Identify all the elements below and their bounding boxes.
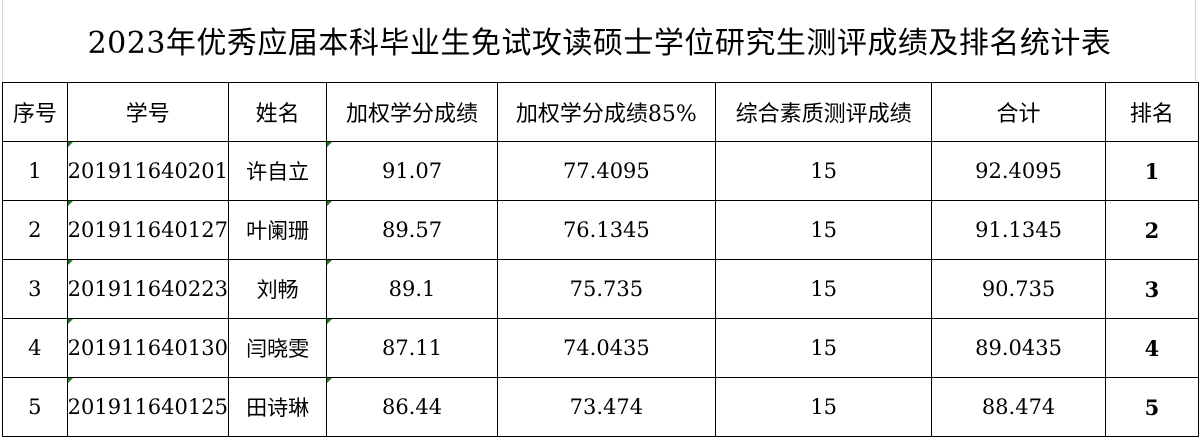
student-id-cell[interactable]: 201911640130 <box>66 318 229 378</box>
index-cell[interactable]: 3 <box>2 259 68 319</box>
table-row: 2 201911640127 叶阑珊 89.57 76.1345 15 91.1345 2 <box>2 200 1199 260</box>
weighted-score-cell[interactable]: 89.1 <box>326 259 498 319</box>
header-cell[interactable]: 加权学分成绩85% <box>496 82 717 142</box>
total-cell[interactable]: 89.0435 <box>931 318 1106 378</box>
score-table: 序号 学号 姓名 加权学分成绩 加权学分成绩85% 综合素质测评成绩 合计 排名… <box>2 82 1199 437</box>
weighted-85-cell[interactable]: 74.0435 <box>496 318 717 378</box>
header-cell[interactable]: 加权学分成绩 <box>326 82 498 142</box>
weighted-score-cell[interactable]: 89.57 <box>326 200 498 260</box>
student-id-cell[interactable]: 201911640201 <box>66 141 229 201</box>
weighted-score-cell[interactable]: 86.44 <box>326 377 498 437</box>
name-cell[interactable]: 许自立 <box>227 141 328 201</box>
weighted-85-cell[interactable]: 73.474 <box>496 377 717 437</box>
total-cell[interactable]: 91.1345 <box>931 200 1106 260</box>
index-cell[interactable]: 1 <box>2 141 68 201</box>
header-cell[interactable]: 序号 <box>2 82 68 142</box>
weighted-score-cell[interactable]: 87.11 <box>326 318 498 378</box>
quality-score-cell[interactable]: 15 <box>715 318 933 378</box>
weighted-score-cell[interactable]: 91.07 <box>326 141 498 201</box>
student-id-cell[interactable]: 201911640125 <box>66 377 229 437</box>
student-id-cell[interactable]: 201911640223 <box>66 259 229 319</box>
index-cell[interactable]: 4 <box>2 318 68 378</box>
sheet-title: 2023年优秀应届本科毕业生免试攻读硕士学位研究生测评成绩及排名统计表 <box>87 26 1112 61</box>
weighted-85-cell[interactable]: 75.735 <box>496 259 717 319</box>
gridline <box>1195 0 1196 82</box>
quality-score-cell[interactable]: 15 <box>715 377 933 437</box>
student-id-cell[interactable]: 201911640127 <box>66 200 229 260</box>
table-row: 5 201911640125 田诗琳 86.44 73.474 15 88.474 5 <box>2 377 1199 437</box>
name-cell[interactable]: 田诗琳 <box>227 377 328 437</box>
total-cell[interactable]: 92.4095 <box>931 141 1106 201</box>
weighted-85-cell[interactable]: 76.1345 <box>496 200 717 260</box>
total-cell[interactable]: 88.474 <box>931 377 1106 437</box>
name-cell[interactable]: 叶阑珊 <box>227 200 328 260</box>
table-row: 4 201911640130 闫晓雯 87.11 74.0435 15 89.0435 4 <box>2 318 1199 378</box>
header-cell[interactable]: 合计 <box>931 82 1106 142</box>
name-cell[interactable]: 刘畅 <box>227 259 328 319</box>
gridline <box>2 0 3 82</box>
quality-score-cell[interactable]: 15 <box>715 200 933 260</box>
name-cell[interactable]: 闫晓雯 <box>227 318 328 378</box>
table-row: 3 201911640223 刘畅 89.1 75.735 15 90.735 3 <box>2 259 1199 319</box>
header-cell[interactable]: 学号 <box>66 82 229 142</box>
index-cell[interactable]: 2 <box>2 200 68 260</box>
quality-score-cell[interactable]: 15 <box>715 141 933 201</box>
header-cell[interactable]: 综合素质测评成绩 <box>715 82 933 142</box>
rank-cell[interactable]: 3 <box>1104 259 1199 319</box>
rank-cell[interactable]: 2 <box>1104 200 1199 260</box>
quality-score-cell[interactable]: 15 <box>715 259 933 319</box>
rank-cell[interactable]: 4 <box>1104 318 1199 378</box>
header-cell[interactable]: 姓名 <box>227 82 328 142</box>
total-cell[interactable]: 90.735 <box>931 259 1106 319</box>
table-row: 1 201911640201 许自立 91.07 77.4095 15 92.4095 1 <box>2 141 1199 201</box>
weighted-85-cell[interactable]: 77.4095 <box>496 141 717 201</box>
header-cell[interactable]: 排名 <box>1104 82 1199 142</box>
rank-cell[interactable]: 5 <box>1104 377 1199 437</box>
header-row: 序号 学号 姓名 加权学分成绩 加权学分成绩85% 综合素质测评成绩 合计 排名 <box>2 82 1199 142</box>
rank-cell[interactable]: 1 <box>1104 141 1199 201</box>
index-cell[interactable]: 5 <box>2 377 68 437</box>
